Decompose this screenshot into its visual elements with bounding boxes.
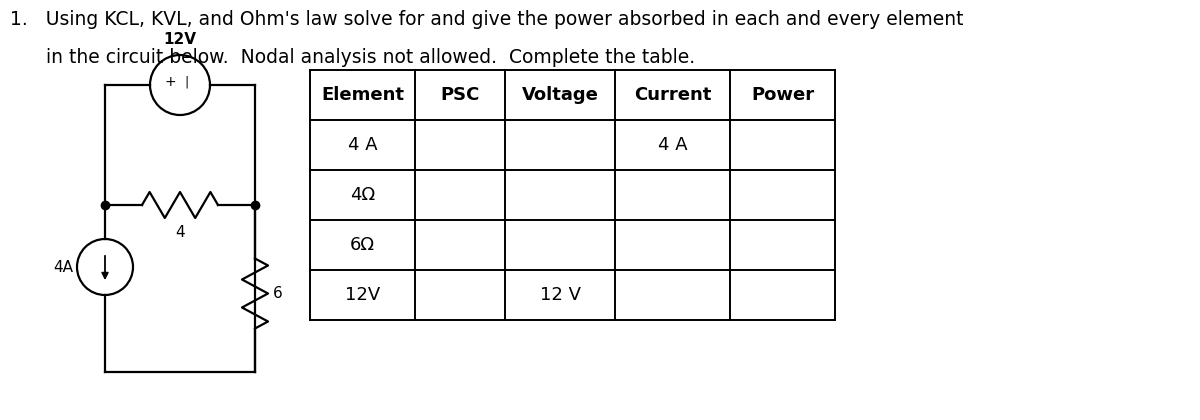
Text: 1.   Using KCL, KVL, and Ohm's law solve for and give the power absorbed in each: 1. Using KCL, KVL, and Ohm's law solve f… <box>10 10 964 29</box>
Text: +: + <box>164 75 176 89</box>
Text: Element: Element <box>322 86 404 104</box>
Text: PSC: PSC <box>440 86 480 104</box>
Text: Current: Current <box>634 86 712 104</box>
Text: 6Ω: 6Ω <box>350 236 374 254</box>
Text: 4: 4 <box>175 225 185 240</box>
Text: 12V: 12V <box>163 32 197 47</box>
Text: 4A: 4A <box>53 260 73 275</box>
Text: Voltage: Voltage <box>522 86 599 104</box>
Text: 6: 6 <box>274 286 283 301</box>
Text: 4 A: 4 A <box>658 136 688 154</box>
Text: 12V: 12V <box>344 286 380 304</box>
Text: 4Ω: 4Ω <box>350 186 376 204</box>
Text: Power: Power <box>751 86 814 104</box>
Text: in the circuit below.  Nodal analysis not allowed.  Complete the table.: in the circuit below. Nodal analysis not… <box>10 48 695 67</box>
Text: |: | <box>184 76 188 89</box>
Text: 12 V: 12 V <box>540 286 581 304</box>
Text: 4 A: 4 A <box>348 136 377 154</box>
